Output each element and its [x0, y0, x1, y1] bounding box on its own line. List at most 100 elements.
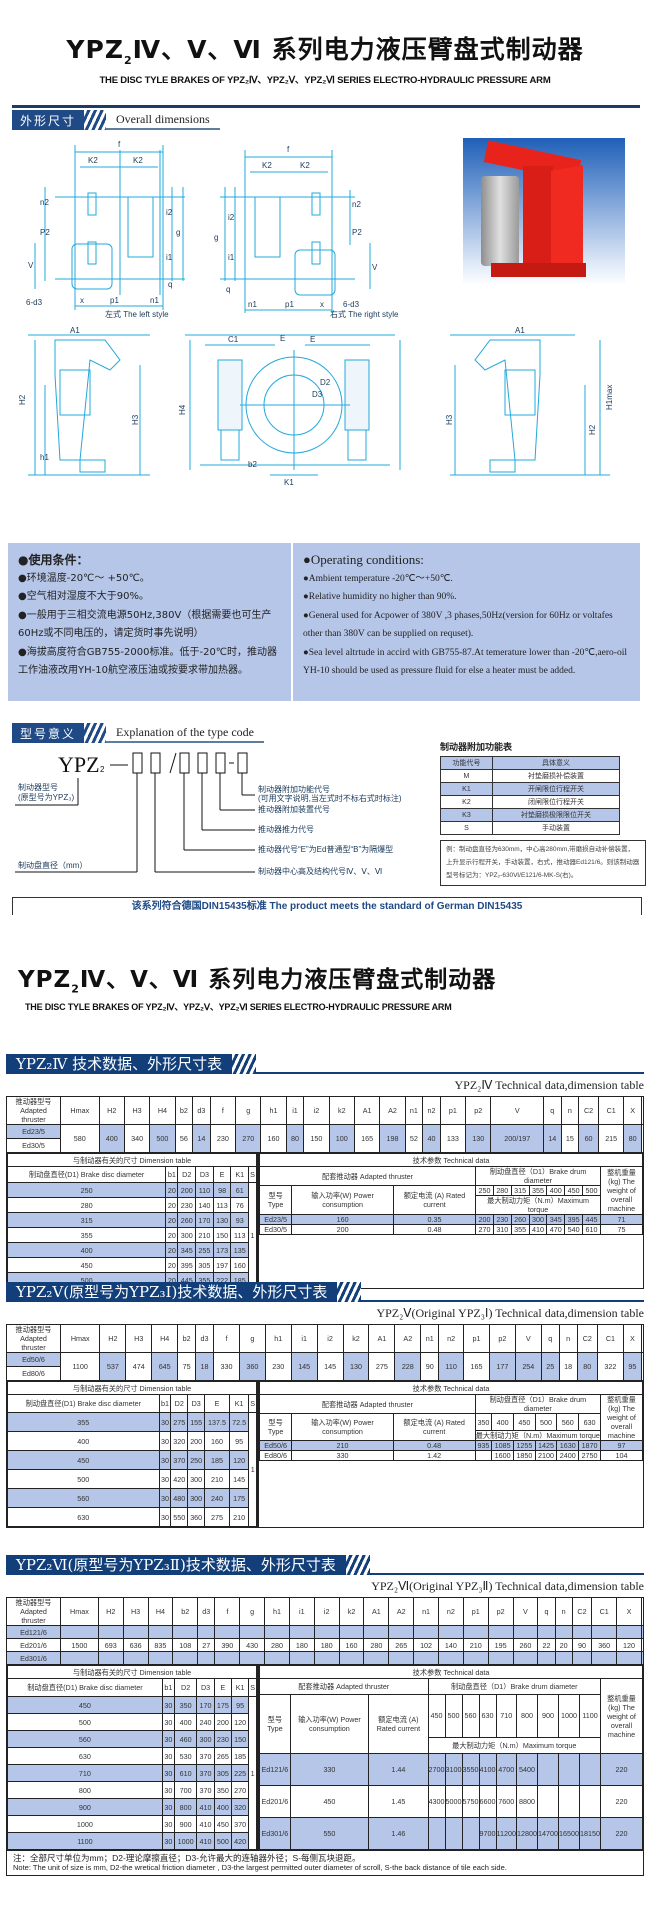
- slash-decoration: [337, 1282, 362, 1302]
- value-cell: [60, 1625, 99, 1639]
- column-header: h1: [260, 1096, 287, 1125]
- svg-text:H2: H2: [588, 424, 597, 435]
- cell: 240: [196, 1713, 215, 1731]
- banner-line: [369, 1555, 644, 1575]
- svg-text:n2: n2: [40, 198, 49, 207]
- cell: 4300: [427, 1785, 446, 1818]
- svg-text:A1: A1: [515, 326, 525, 335]
- slash-decoration: [345, 1555, 370, 1575]
- thruster: [481, 176, 519, 266]
- cell: 160: [291, 1214, 394, 1225]
- cell: 1085: [491, 1440, 514, 1451]
- value-cell: 180: [288, 1638, 315, 1652]
- cell: 76: [230, 1197, 250, 1213]
- page-title: YPZ2Ⅳ、Ⅴ、Ⅵ 系列电力液压臂盘式制动器: [66, 35, 584, 67]
- conditions-cn-title: ●使用条件：: [18, 553, 89, 567]
- value-cell: 1500: [60, 1638, 99, 1652]
- cell: 30: [161, 1832, 175, 1850]
- weight-header: 整机重量 (kg) The weight of overall machine: [600, 1166, 643, 1215]
- condition-item: ●环境温度-20℃～ +50℃。: [18, 572, 150, 584]
- value-cell: [388, 1625, 415, 1639]
- brake-dimension-table: 与制动器有关的尺寸 Dimension table 制动盘直径(D1) Brake…: [6, 1153, 257, 1288]
- value-cell: [487, 1625, 514, 1639]
- cell: 16500: [557, 1817, 580, 1850]
- column-header: p2: [487, 1597, 514, 1626]
- cell: K1: [440, 782, 493, 796]
- cell: 210: [195, 1227, 214, 1243]
- cell: [474, 1450, 493, 1461]
- value-cell: 200/197: [490, 1124, 545, 1153]
- value-cell: 60: [578, 1124, 600, 1153]
- column-header: 推动器型号 Adapted thruster: [6, 1597, 61, 1626]
- diameter-header: 630: [578, 1413, 601, 1431]
- svg-text:6-d3: 6-d3: [343, 300, 360, 309]
- column-header: n1: [420, 1324, 440, 1353]
- code-label: (可用文字说明,当左式时不标右式时标注): [258, 793, 402, 803]
- svg-text:h1: h1: [40, 453, 49, 462]
- column-header: 额定电流 (A) Rated current: [392, 1413, 476, 1441]
- header-cell: 功能代号: [440, 756, 493, 770]
- cell: Ed80/6: [258, 1450, 293, 1461]
- value-cell: [413, 1625, 439, 1639]
- column-header: H2: [97, 1597, 124, 1626]
- technical-subtable: 技术参数 Technical data 配套推动器 Adapted thruste…: [257, 1381, 643, 1527]
- svg-text:b2: b2: [248, 460, 257, 469]
- cell: 30: [158, 1507, 172, 1527]
- cell: 310: [492, 1224, 512, 1235]
- table-row: 450 20 395 305 197 160: [6, 1257, 257, 1273]
- cell: K2: [440, 795, 493, 809]
- column-header: b2: [177, 1324, 197, 1353]
- section-label-cn: 型号意义: [12, 723, 85, 743]
- drum-diameter-header: 制动盘直径（D1）Brake drum diameter: [474, 1394, 602, 1414]
- series-banner: YPZ₂Ⅵ(原型号为YPZ₃Ⅱ)技术数据、外形尺寸表: [6, 1555, 644, 1575]
- cell: 135: [230, 1242, 250, 1258]
- cell: 460: [173, 1730, 198, 1748]
- header-cell: 具体意义: [491, 756, 621, 770]
- code-label: 制动器附加功能代号: [258, 784, 330, 794]
- table-row: 800 30 700 370 350 270: [7, 1781, 257, 1799]
- cell: 210: [204, 1469, 230, 1489]
- value-cell: [571, 1651, 593, 1665]
- svg-text:E: E: [310, 335, 315, 344]
- value-cell: 80: [285, 1124, 305, 1153]
- column-header: V: [514, 1324, 542, 1353]
- series-english-title: YPZ₂Ⅴ(Original YPZ₃Ⅰ) Technical data,dim…: [376, 1306, 644, 1320]
- table-row: Ed80/6: [6, 1366, 644, 1381]
- banner-title: YPZ₂Ⅵ(原型号为YPZ₃Ⅱ)技术数据、外形尺寸表: [6, 1555, 346, 1575]
- s-value-cell: 1: [248, 1182, 257, 1288]
- weight-header: 整机重量 (kg) The weight of overall machine: [600, 1678, 643, 1754]
- banner-title: YPZ₂Ⅴ(原型号为YPZ₃Ⅰ)技术数据、外形尺寸表: [6, 1282, 338, 1302]
- cell: 衬垫磨损极限限位开关: [491, 808, 621, 822]
- cell: 18150: [578, 1817, 602, 1850]
- table-row: Ed50/6 210 0.48 935 1085 1255 1425 1630 1870 97: [258, 1440, 643, 1451]
- table-row: 1100 30 1000 410 500 420: [7, 1832, 257, 1850]
- column-header: H4: [147, 1597, 174, 1626]
- banner-line: [361, 1282, 644, 1302]
- cell: 560: [7, 1730, 163, 1748]
- column-header: D3: [196, 1678, 215, 1697]
- cell: 630: [7, 1747, 163, 1765]
- condition-item: ●Sea level altrtude in accird with GB755…: [303, 647, 627, 677]
- column-header: i2: [316, 1324, 344, 1353]
- svg-text:K2: K2: [300, 161, 310, 170]
- value-cell: [363, 1651, 390, 1665]
- page-subtitle: THE DISC TYLE BRAKES OF YPZ₂Ⅳ、YPZ₂Ⅴ、YPZ₂…: [99, 75, 551, 86]
- subtable-title: 与制动器有关的尺寸 Dimension table: [7, 1665, 257, 1679]
- cell: [557, 1785, 580, 1818]
- cell: 开闸限位行程开关: [491, 782, 621, 796]
- cell: 350: [173, 1696, 198, 1714]
- svg-text:i2: i2: [166, 208, 173, 217]
- value-cell: 80: [623, 1124, 642, 1153]
- value-cell: 645: [151, 1352, 179, 1381]
- value-cell: 474: [125, 1352, 153, 1381]
- cell: 500: [7, 1713, 163, 1731]
- table-row: 630 30 530 370 265 185: [7, 1747, 257, 1765]
- column-header: 额定电流 (A) Rated current: [368, 1694, 429, 1754]
- cell: 900: [173, 1815, 198, 1833]
- value-cell: 133: [439, 1124, 467, 1153]
- cell: Ed301/6: [259, 1817, 291, 1850]
- cell: 30: [161, 1781, 175, 1799]
- value-cell: 130: [342, 1352, 370, 1381]
- cell: 20: [165, 1182, 179, 1198]
- svg-text:V: V: [28, 261, 34, 270]
